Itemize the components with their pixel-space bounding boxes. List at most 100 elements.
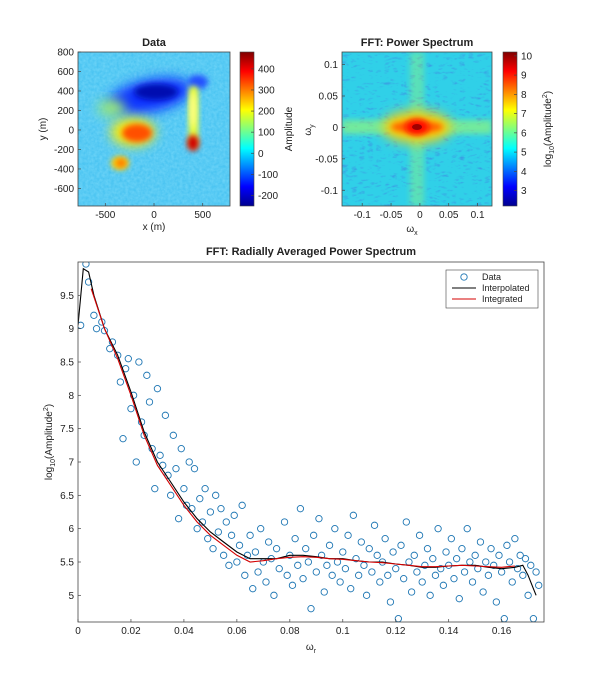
data-point bbox=[421, 561, 429, 569]
data-point bbox=[484, 571, 493, 579]
data-map-image bbox=[78, 52, 230, 206]
data-point bbox=[262, 578, 270, 586]
data-map-ytick-label: -200 bbox=[54, 145, 74, 156]
data-map-colorbar-tick-label: 100 bbox=[258, 128, 275, 139]
data-point bbox=[145, 398, 154, 406]
fft-panel: FFT: Power Spectrum -0.1 -0.05 0 0.05 0.1-0.… bbox=[303, 37, 556, 237]
data-point bbox=[402, 518, 410, 526]
data-point bbox=[174, 515, 183, 523]
data-point bbox=[381, 535, 389, 543]
data-point bbox=[386, 598, 395, 606]
radial-legend: Data Interpolated Integrated bbox=[445, 269, 539, 309]
fft-colorbar-ticks: 3 4 5 6 7 8 9 10 bbox=[514, 51, 533, 197]
data-map-colorbar-tick-label: -200 bbox=[258, 191, 278, 202]
data-point bbox=[230, 511, 238, 519]
data-point bbox=[270, 591, 278, 599]
data-point bbox=[124, 355, 132, 363]
data-point bbox=[437, 565, 445, 573]
data-point bbox=[487, 545, 495, 553]
radial-ytick-label: 7.5 bbox=[60, 424, 74, 435]
fft-xtick-label: -0.05 bbox=[380, 210, 403, 221]
data-map-ytick-label: -400 bbox=[54, 164, 74, 175]
data-point bbox=[328, 571, 336, 579]
legend-data-label: Data bbox=[482, 272, 501, 282]
data-point bbox=[275, 565, 283, 573]
fft-ytick-label: 0 bbox=[332, 123, 338, 134]
data-point bbox=[370, 521, 379, 529]
data-point bbox=[490, 561, 498, 569]
data-point bbox=[254, 568, 262, 576]
data-point bbox=[116, 378, 125, 386]
radial-ytick-label: 8 bbox=[68, 391, 74, 402]
fft-title: FFT: Power Spectrum bbox=[361, 37, 474, 49]
fft-colorbar bbox=[502, 51, 518, 207]
radial-ytick-label: 6.5 bbox=[60, 491, 74, 502]
data-point bbox=[217, 505, 225, 513]
legend-integrated-label: Integrated bbox=[482, 294, 523, 304]
data-point bbox=[148, 445, 156, 453]
data-point bbox=[204, 535, 212, 543]
data-point bbox=[463, 525, 471, 533]
data-point bbox=[235, 541, 244, 549]
data-point bbox=[307, 605, 315, 613]
data-point bbox=[251, 548, 260, 556]
data-point bbox=[309, 531, 318, 539]
data-point bbox=[238, 501, 246, 509]
data-point bbox=[127, 405, 135, 413]
data-map-ticks: -500 0 500 -600 -400 -200 0 200 400 600 800 bbox=[54, 48, 212, 222]
radial-xtick-label: 0.12 bbox=[386, 626, 406, 637]
fft-ytick-label: 0.1 bbox=[324, 60, 338, 71]
data-point bbox=[418, 578, 426, 586]
data-point bbox=[360, 561, 368, 569]
data-map-colorbar-tick-label: 200 bbox=[258, 107, 275, 118]
data-point bbox=[423, 545, 432, 553]
data-map-xtick-label: -500 bbox=[95, 210, 115, 221]
radial-xtick-label: 0.1 bbox=[336, 626, 350, 637]
data-point bbox=[225, 561, 233, 569]
fft-image bbox=[342, 52, 492, 206]
data-map-xlabel: x (m) bbox=[143, 222, 166, 233]
data-map-xtick-label: 0 bbox=[151, 210, 157, 221]
radial-xtick-label: 0.06 bbox=[227, 626, 247, 637]
radial-xtick-label: 0.14 bbox=[439, 626, 459, 637]
data-point bbox=[389, 548, 397, 556]
data-map-colorbar-ticks: -200 -100 0 100 200 300 400 bbox=[251, 64, 278, 202]
radial-ylabel: log10(Amplitude2) bbox=[43, 404, 57, 480]
data-point bbox=[373, 551, 381, 559]
data-point bbox=[198, 518, 207, 526]
data-point bbox=[172, 465, 180, 473]
data-point bbox=[527, 561, 535, 569]
radial-xtick-label: 0 bbox=[75, 626, 81, 637]
data-point bbox=[413, 568, 421, 576]
data-point bbox=[190, 465, 199, 473]
data-map-colorbar-tick-label: -100 bbox=[258, 170, 278, 181]
data-point bbox=[362, 591, 371, 599]
data-point bbox=[452, 555, 461, 563]
radial-data-points bbox=[78, 262, 543, 622]
radial-lines bbox=[78, 267, 537, 596]
data-point bbox=[415, 531, 424, 539]
data-point bbox=[323, 561, 331, 569]
data-point bbox=[119, 435, 127, 443]
data-map-ytick-label: 200 bbox=[57, 106, 74, 117]
data-point bbox=[180, 485, 188, 493]
data-point bbox=[347, 585, 355, 593]
fft-xtick-label: -0.1 bbox=[354, 210, 372, 221]
fft-ytick-label: 0.05 bbox=[319, 92, 339, 103]
data-point bbox=[471, 551, 479, 559]
data-point bbox=[468, 578, 477, 586]
data-point bbox=[90, 311, 98, 319]
data-point bbox=[349, 511, 358, 519]
fft-colorbar-label: log10(Amplitude2) bbox=[542, 91, 556, 167]
data-point bbox=[341, 565, 350, 573]
data-map-ytick-label: 600 bbox=[57, 67, 74, 78]
data-point bbox=[519, 571, 527, 579]
data-point bbox=[156, 451, 164, 459]
fft-colorbar-tick-label: 5 bbox=[521, 148, 527, 159]
data-map-colorbar bbox=[239, 51, 255, 207]
data-map-colorbar-tick-label: 300 bbox=[258, 85, 275, 96]
data-point bbox=[492, 598, 500, 606]
data-point bbox=[426, 591, 434, 599]
fft-xtick-label: 0.1 bbox=[471, 210, 485, 221]
data-point bbox=[280, 518, 289, 526]
